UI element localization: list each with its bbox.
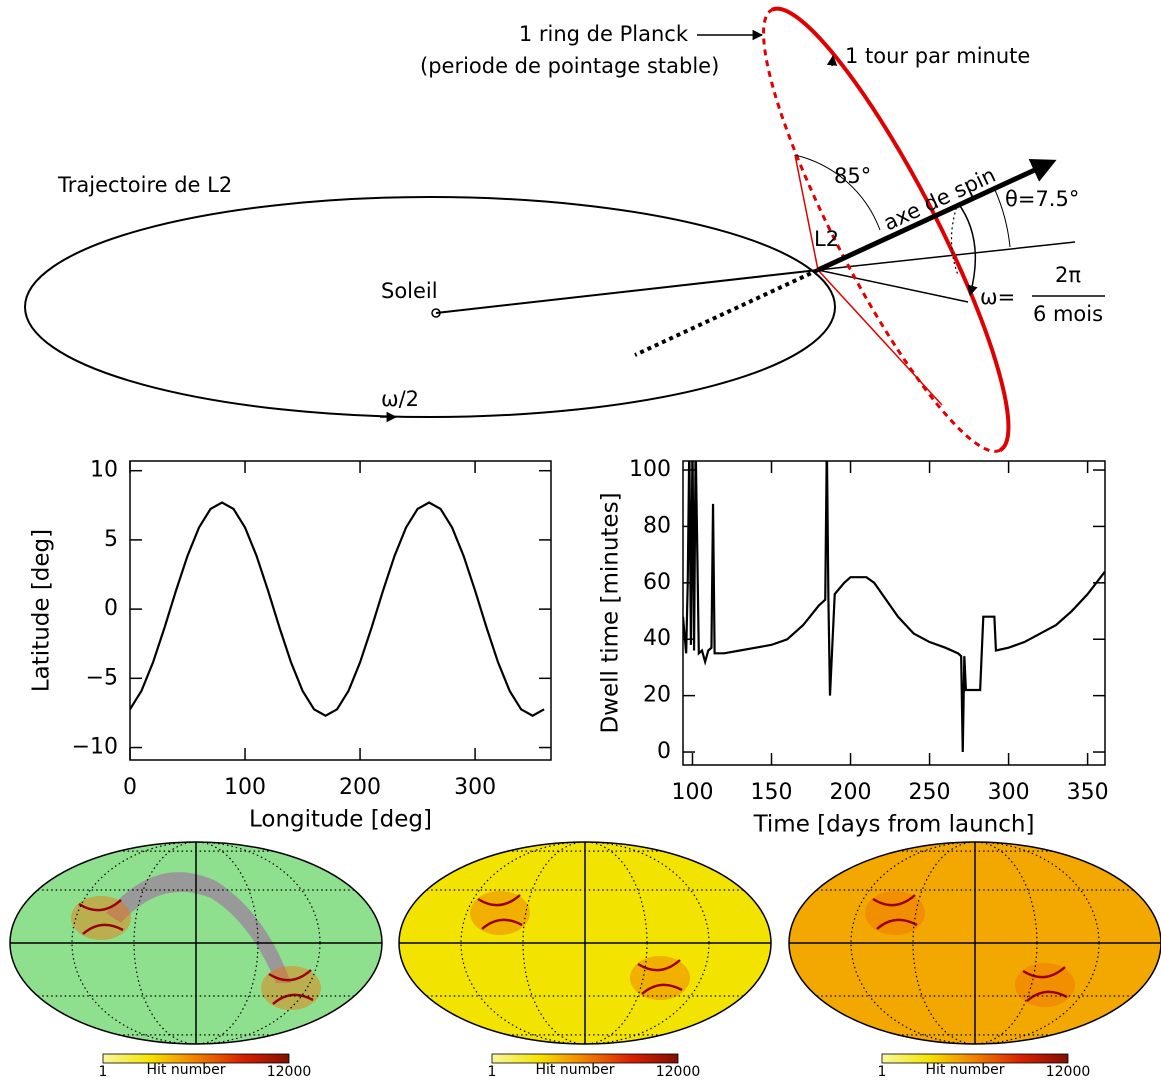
colorbar-label: Hit number: [536, 1062, 615, 1078]
omega-numerator: 2π: [1055, 263, 1081, 287]
colorbar-min: 1: [488, 1064, 497, 1080]
rotation-arrow: [826, 54, 838, 67]
hit-caustic: [268, 969, 314, 1005]
y-tick-label: 0: [104, 596, 118, 621]
precession-arrow: [957, 202, 978, 297]
y-tick-label: −10: [72, 735, 118, 760]
diagram: [24, 6, 1105, 453]
x-tick-label: 300: [988, 780, 1030, 805]
colorbar-min: 1: [99, 1064, 108, 1080]
theta-arc: [994, 189, 1011, 248]
colorbar: [881, 1053, 1069, 1064]
y-tick-label: 60: [643, 570, 671, 595]
x-tick-label: 200: [830, 780, 872, 805]
x-tick-label: 300: [454, 775, 496, 800]
hit-caustic: [78, 899, 124, 935]
y-tick-label: 40: [643, 626, 671, 651]
x-axis-label: Longitude [deg]: [249, 807, 432, 833]
planck-ring: [762, 6, 1011, 453]
y-tick-label: 100: [629, 457, 671, 482]
x-axis-label: Time [days from launch]: [753, 812, 1035, 838]
hit-caustic: [637, 959, 683, 995]
hit-caustic: [872, 894, 918, 930]
trajectory-label: Trajectoire de L2: [57, 173, 232, 197]
x-tick-label: 250: [909, 780, 951, 805]
x-tick-label: 100: [671, 780, 713, 805]
y-tick-label: 10: [90, 458, 118, 483]
y-tick-label: 80: [643, 513, 671, 538]
omega-label: ω=: [980, 285, 1015, 309]
colorbar-label: Hit number: [147, 1062, 226, 1078]
ring-sublabel: (periode de pointage stable): [420, 54, 719, 78]
colorbar-max: 12000: [267, 1064, 312, 1080]
hit-halo: [470, 891, 530, 935]
map-features: [789, 842, 1161, 1044]
l2-label: L2: [814, 227, 839, 251]
rotation-label: 1 tour par minute: [845, 44, 1030, 68]
cone-line: [817, 269, 943, 406]
sun-label: Soleil: [381, 279, 438, 303]
angle-label: 85°: [834, 164, 871, 188]
hit-halo: [630, 956, 690, 1000]
data-line: [130, 501, 545, 717]
colorbar: [491, 1053, 679, 1064]
sun-l2-line: [435, 269, 819, 314]
y-tick-label: 20: [643, 683, 671, 708]
colorbar-label: Hit number: [926, 1062, 1005, 1078]
plot-frame: [129, 460, 552, 761]
omega-line: [817, 269, 969, 303]
angle-arc: [794, 154, 881, 231]
data-line: [683, 461, 1105, 753]
hit-caustic: [1022, 966, 1068, 1002]
ring-back: [762, 8, 1001, 453]
unscanned-region: [106, 872, 291, 983]
colorbar: [102, 1053, 290, 1064]
hit-halo: [71, 896, 131, 940]
y-axis-label: Dwell time [minutes]: [598, 492, 624, 733]
plot-frame: [682, 460, 1106, 766]
y-tick-label: 5: [104, 527, 118, 552]
spin-axis: [816, 159, 1057, 273]
colorbar-max: 12000: [656, 1064, 701, 1080]
map-outline: [9, 841, 383, 1045]
x-tick-label: 150: [751, 780, 793, 805]
theta-label: θ=7.5°: [1005, 187, 1079, 211]
map-features: [10, 842, 382, 1044]
y-tick-label: 0: [657, 739, 671, 764]
map-outline: [788, 841, 1161, 1045]
colorbar-min: 1: [878, 1064, 887, 1080]
ring-front: [770, 6, 1011, 452]
hit-halo: [865, 891, 925, 935]
l2-trajectory: [24, 196, 836, 418]
hit-halo: [1015, 963, 1075, 1007]
hit-caustic: [477, 894, 523, 930]
x-tick-label: 350: [1067, 780, 1109, 805]
colorbar-max: 12000: [1046, 1064, 1091, 1080]
map-features: [399, 842, 771, 1044]
hit-halo: [261, 966, 321, 1010]
precession-back: [950, 202, 959, 276]
x-tick-label: 100: [224, 775, 266, 800]
anti-spin-axis: [634, 268, 819, 357]
x-tick-label: 200: [339, 775, 381, 800]
orbit-rate-label: ω/2: [381, 387, 419, 411]
ring-label: 1 ring de Planck: [519, 22, 689, 46]
ecliptic-line: [817, 241, 1076, 271]
cone-line: [794, 154, 819, 271]
y-axis-label: Latitude [deg]: [29, 529, 55, 692]
y-tick-label: −5: [86, 665, 118, 690]
x-tick-label: 0: [123, 775, 137, 800]
map-outline: [398, 841, 772, 1045]
omega-denominator: 6 mois: [1033, 302, 1103, 326]
